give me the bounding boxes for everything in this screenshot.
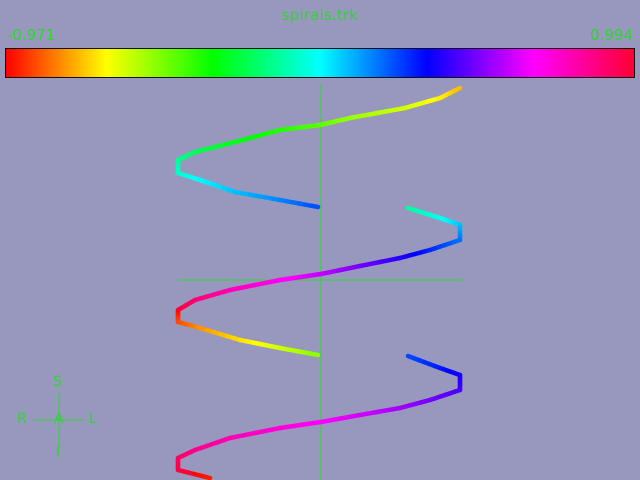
colorbar-min-label: -0.971 (7, 26, 56, 44)
orientation-inferior-label: I (56, 445, 61, 461)
orientation-right-label: R (17, 411, 27, 427)
orientation-anterior-label: A (54, 411, 64, 427)
orientation-left-label: L (89, 411, 97, 427)
colorbar (5, 48, 635, 78)
tract-segment (309, 351, 321, 358)
orientation-superior-label: S (53, 374, 62, 390)
tract-segment (309, 203, 321, 210)
file-title: spirals.trk (281, 6, 359, 24)
colorbar-max-label: 0.994 (590, 26, 633, 44)
tract-segment (202, 474, 213, 480)
spiral-tracts (175, 85, 463, 480)
